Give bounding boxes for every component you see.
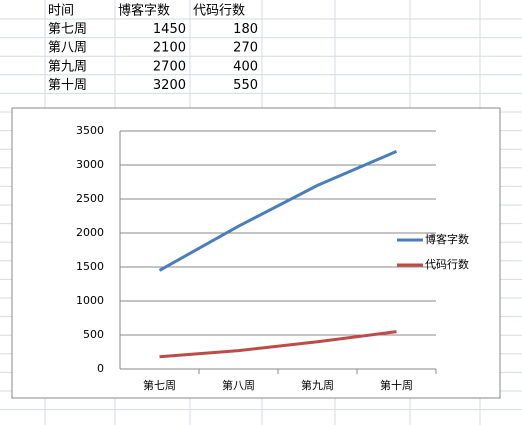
- cell: 1450: [153, 22, 186, 37]
- x-tick-label: 第九周: [301, 378, 334, 392]
- cell: 第八周: [48, 41, 87, 56]
- cell: 3200: [153, 78, 186, 93]
- chart: 0 500 1000 1500 2000 2500 3000 3500 第七周 第八周 第九周 第十周…: [76, 124, 469, 392]
- header-cell: 博客字数: [118, 3, 170, 19]
- cell: 2100: [153, 41, 186, 56]
- legend-label: 代码行数: [425, 258, 469, 271]
- y-tick-label: 0: [97, 362, 104, 375]
- x-tick-label: 第七周: [143, 378, 176, 392]
- y-tick-label: 3500: [76, 124, 104, 137]
- cell: 550: [233, 78, 258, 93]
- cell: 180: [233, 22, 258, 37]
- y-tick-label: 500: [83, 328, 104, 341]
- y-tick-label: 2000: [76, 226, 104, 239]
- y-tick-label: 1500: [76, 260, 104, 273]
- cell: 第七周: [48, 22, 87, 37]
- cell: 2700: [153, 59, 186, 74]
- cell: 400: [233, 59, 258, 74]
- x-tick-label: 第十周: [380, 378, 413, 392]
- y-tick-label: 1000: [76, 294, 104, 307]
- y-tick-label: 2500: [76, 192, 104, 205]
- series-line: [158, 150, 398, 272]
- header-cell: 代码行数: [193, 4, 245, 19]
- legend-label: 博客字数: [425, 232, 469, 246]
- y-tick-label: 3000: [76, 158, 104, 171]
- cell: 第十周: [48, 78, 87, 93]
- series-line: [159, 330, 397, 359]
- cell: 270: [233, 41, 258, 56]
- cell: 第九周: [48, 59, 87, 74]
- chart-frame: [11, 107, 501, 399]
- x-tick-label: 第八周: [222, 378, 255, 392]
- header-cell: 时间: [48, 4, 74, 19]
